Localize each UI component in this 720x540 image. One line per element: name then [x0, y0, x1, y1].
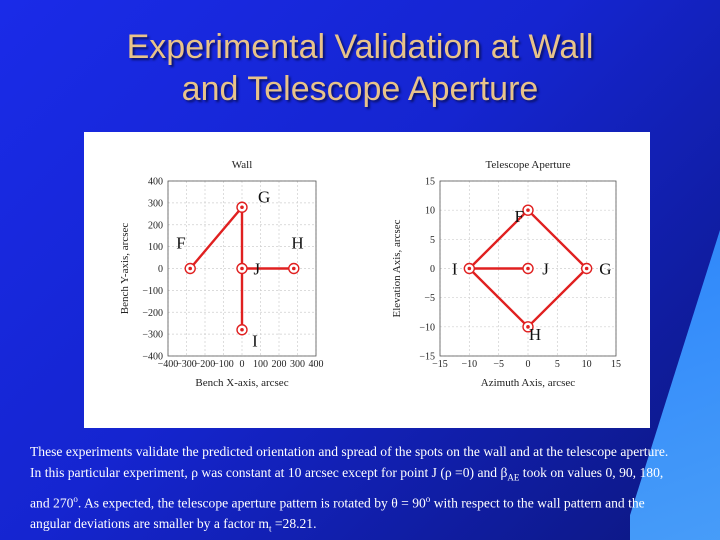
caption-text-7: with respect to the wall pattern and the… [30, 495, 645, 532]
slide-title: Experimental Validation at Wall and Tele… [40, 26, 680, 110]
aperture-label-j: J [542, 260, 549, 279]
aperture-point-center-f [526, 208, 530, 212]
aperture-y-tick-label: 5 [430, 235, 435, 246]
wall-x-tick-label: −400 [158, 359, 179, 370]
aperture-x-tick-label: 0 [526, 359, 531, 370]
aperture-x-tick-label: 15 [611, 359, 621, 370]
aperture-label-g: G [599, 260, 611, 279]
wall-y-tick-label: −400 [142, 352, 163, 363]
wall-y-tick-label: 200 [148, 220, 163, 231]
degree-superscript-2: o [425, 493, 431, 504]
aperture-label-f: F [514, 207, 523, 226]
theta-symbol: θ [391, 495, 398, 511]
figure-panel: −400 −300 −200 −100 0 100 200 300 400 400 300 200 10… [84, 132, 650, 428]
wall-y-axis-label: Bench Y-axis, arcsec [119, 223, 131, 315]
caption-text-1: These experiments validate the predicted… [30, 444, 669, 480]
wall-y-tick-label: −300 [142, 330, 163, 341]
aperture-y-tick-label: −10 [419, 322, 435, 333]
aperture-label-i: I [452, 260, 458, 279]
m-subscript: t [268, 523, 272, 534]
aperture-y-tick-label: −5 [424, 293, 435, 304]
caption-text-5: . As expected, the telescope aperture pa… [77, 495, 392, 511]
aperture-point-center-i [467, 266, 472, 271]
wall-y-tick-label: 0 [158, 264, 163, 275]
wall-x-tick-label: 300 [290, 359, 305, 370]
wall-x-tick-label: −100 [213, 359, 234, 370]
wall-label-j: J [253, 260, 260, 279]
rho-symbol-2: ρ [444, 465, 452, 480]
wall-point-center-f [188, 266, 192, 271]
aperture-x-tick-label: 5 [555, 359, 560, 370]
caption-text-8: =28.21. [271, 516, 317, 532]
aperture-x-tick-label: 10 [582, 359, 592, 370]
aperture-y-tick-label: 0 [430, 264, 435, 275]
wall-x-tick-label: 0 [240, 359, 245, 370]
wall-frame [167, 180, 317, 357]
degree-superscript: o [73, 493, 78, 504]
aperture-series-line [468, 208, 588, 329]
caption-text-3: =0) and [451, 465, 501, 480]
caption-text-2: was constant at 10 arcsec except for poi… [197, 465, 445, 480]
wall-x-axis-label: Bench X-axis, arcsec [195, 377, 288, 389]
wall-x-tick-label: −200 [195, 359, 216, 370]
beta-symbol: β [500, 465, 508, 480]
wall-point-center-h [292, 266, 296, 271]
aperture-x-axis-label: Azimuth Axis, arcsec [481, 377, 576, 389]
charts-svg: −400−300−200−100 0 100 200 300 40040030020010… [119, 159, 621, 389]
wall-y-tick-label: −200 [142, 308, 163, 319]
wall-x-tick-label: −300 [176, 359, 197, 370]
wall-x-tick-label: 400 [309, 359, 324, 370]
wall-x-tick-label: 100 [253, 359, 268, 370]
aperture-x-tick-label: −10 [462, 359, 478, 370]
aperture-title: Telescope Aperture [485, 159, 570, 171]
aperture-y-tick-label: 15 [425, 177, 435, 188]
aperture-point-center-g [584, 266, 589, 271]
aperture-point-center-h [526, 325, 530, 329]
rho-symbol: ρ [191, 465, 198, 480]
wall-point-center-g [240, 205, 244, 210]
aperture-y-tick-label: −15 [419, 352, 435, 363]
title-line-1: Experimental Validation at Wall [126, 28, 594, 66]
caption-text-6: = 90 [397, 495, 426, 511]
caption-paragraph: These experiments validate the predicted… [30, 441, 680, 540]
wall-chart: −400−300−200−100 0 100 200 300 40040030020010… [119, 159, 324, 389]
wall-title: Wall [232, 159, 253, 171]
aperture-y-axis-label: Elevation Axis, arcsec [391, 219, 403, 317]
caption-text-4: took on values 0, 90, 180, and 270 [30, 465, 664, 511]
aperture-x-tick-label: −15 [432, 359, 448, 370]
wall-series-line [189, 206, 294, 270]
wall-point-center-j [240, 266, 244, 271]
aperture-x-tick-label: −5 [493, 359, 504, 370]
aperture-y-tick-label: 10 [425, 206, 435, 217]
aperture-frame [439, 180, 617, 357]
wall-y-tick-label: 300 [148, 198, 163, 209]
aperture-label-h: H [529, 325, 541, 344]
aperture-point-center-j [526, 266, 530, 271]
wall-label-f: F [176, 233, 185, 252]
caption: These experiments validate the predicted… [30, 441, 680, 540]
aperture-chart: −15 −10 −5 0 5 10 15 15 10 5 0 −5 −10 −15 Telescope Ap… [391, 159, 621, 389]
wall-y-tick-label: 400 [148, 177, 163, 188]
wall-y-tick-label: 100 [148, 242, 163, 253]
wall-label-g: G [258, 187, 270, 206]
wall-label-h: H [291, 233, 303, 252]
wall-label-i: I [252, 332, 258, 351]
beta-subscript: AE [507, 472, 520, 483]
title-line-2: and Telescope Aperture [181, 70, 539, 108]
wall-point-center-i [240, 327, 244, 332]
wall-x-tick-label: 200 [272, 359, 287, 370]
wall-y-tick-label: −100 [142, 286, 163, 297]
